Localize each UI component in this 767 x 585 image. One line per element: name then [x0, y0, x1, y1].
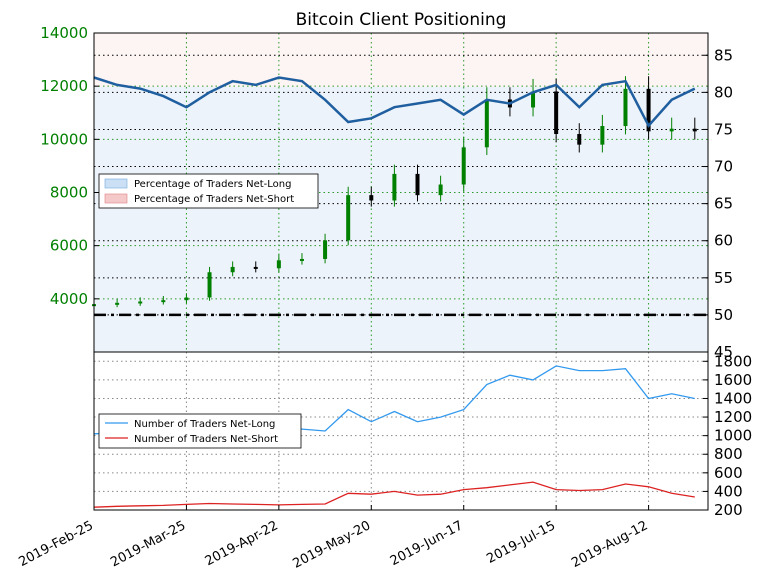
right-tick-label: 70	[714, 158, 733, 176]
short-fill-area	[94, 33, 708, 87]
legend-label-short-count: Number of Traders Net-Short	[134, 434, 278, 445]
right-tick-label: 600	[714, 464, 743, 482]
price-candle	[276, 260, 281, 269]
right-tick-label: 85	[714, 46, 733, 64]
x-tick-label: 2019-Mar-25	[108, 518, 188, 570]
x-tick-label: 2019-May-20	[290, 518, 373, 571]
legend-swatch-long	[104, 178, 128, 189]
right-tick-label: 1200	[714, 408, 752, 426]
price-candle	[554, 91, 559, 135]
price-candle	[577, 134, 582, 145]
price-candle	[461, 147, 466, 185]
legend-swatch-short	[104, 193, 128, 204]
price-candle	[484, 99, 489, 148]
net-long-pct-line	[93, 76, 696, 128]
left-tick-label: 10000	[40, 130, 88, 148]
left-tick-label: 8000	[50, 184, 88, 202]
upper-panel: 4000 6000 8000 10000 12000 14000 45 50 55 60 65 70…	[40, 24, 733, 361]
left-axis: 4000 6000 8000 10000 12000 14000	[40, 24, 99, 308]
x-axis: 2019-Feb-25 2019-Mar-25 2019-Apr-22 2019-Ma…	[16, 505, 650, 572]
price-candle	[207, 272, 212, 298]
net-short-count-line	[93, 481, 695, 508]
right-tick-label: 50	[714, 306, 733, 324]
price-candle	[531, 91, 536, 108]
lower-legend: Number of Traders Net-Long Number of Tra…	[98, 413, 302, 449]
lower-grid	[93, 352, 708, 510]
legend-box	[98, 173, 319, 209]
price-candle	[161, 300, 166, 303]
right-tick-label: 400	[714, 482, 743, 500]
chart-title: Bitcoin Client Positioning	[296, 10, 507, 30]
left-tick-label: 14000	[40, 24, 88, 42]
right-tick-label: 1800	[714, 352, 752, 370]
right-tick-label: 55	[714, 269, 733, 287]
legend-label-long-count: Number of Traders Net-Long	[134, 419, 275, 430]
price-candle	[346, 195, 351, 241]
long-fill-area	[94, 87, 708, 352]
price-candle	[415, 173, 420, 196]
right-tick-label: 75	[714, 120, 733, 138]
lower-plot-frame	[93, 351, 709, 511]
price-candle	[230, 266, 235, 273]
price-candle	[299, 258, 304, 261]
price-candle	[184, 297, 189, 301]
right-tick-label: 200	[714, 501, 743, 519]
price-candle	[138, 301, 143, 304]
x-tick-label: 2019-Jul-15	[484, 518, 558, 567]
right-tick-label: 65	[714, 195, 733, 213]
x-tick-label: 2019-Apr-22	[203, 518, 281, 569]
x-tick-label: 2019-Jun-17	[388, 518, 466, 569]
price-candle	[623, 88, 628, 127]
price-candle	[692, 128, 697, 132]
right-tick-label: 1000	[714, 427, 752, 445]
left-tick-label: 12000	[40, 77, 88, 95]
upper-legend: Percentage of Traders Net-Long Percentag…	[98, 173, 319, 209]
x-tick-label: 2019-Aug-12	[569, 518, 650, 571]
right-tick-label: 45	[714, 343, 733, 361]
right-axis: 45 50 55 60 65 70 75 80 85	[703, 46, 733, 361]
right-tick-label: 60	[714, 232, 733, 250]
price-candle	[369, 195, 374, 201]
legend-label-long: Percentage of Traders Net-Long	[134, 179, 292, 190]
legend-label-short: Percentage of Traders Net-Short	[134, 194, 294, 205]
right-tick-label: 1400	[714, 389, 752, 407]
price-candle	[669, 128, 674, 132]
right-tick-label: 800	[714, 445, 743, 463]
price-candle	[600, 126, 605, 145]
legend-box	[98, 413, 302, 449]
right-tick-label: 1600	[714, 371, 752, 389]
left-tick-label: 4000	[50, 290, 88, 308]
right-tick-label: 80	[714, 83, 733, 101]
price-candle	[323, 240, 328, 259]
price-candle	[646, 88, 651, 132]
price-candle	[253, 266, 258, 269]
price-candle	[392, 173, 397, 201]
price-candle	[115, 302, 120, 305]
x-tick-label: 2019-Feb-25	[16, 518, 95, 570]
left-tick-label: 6000	[50, 237, 88, 255]
price-candle	[438, 184, 443, 196]
